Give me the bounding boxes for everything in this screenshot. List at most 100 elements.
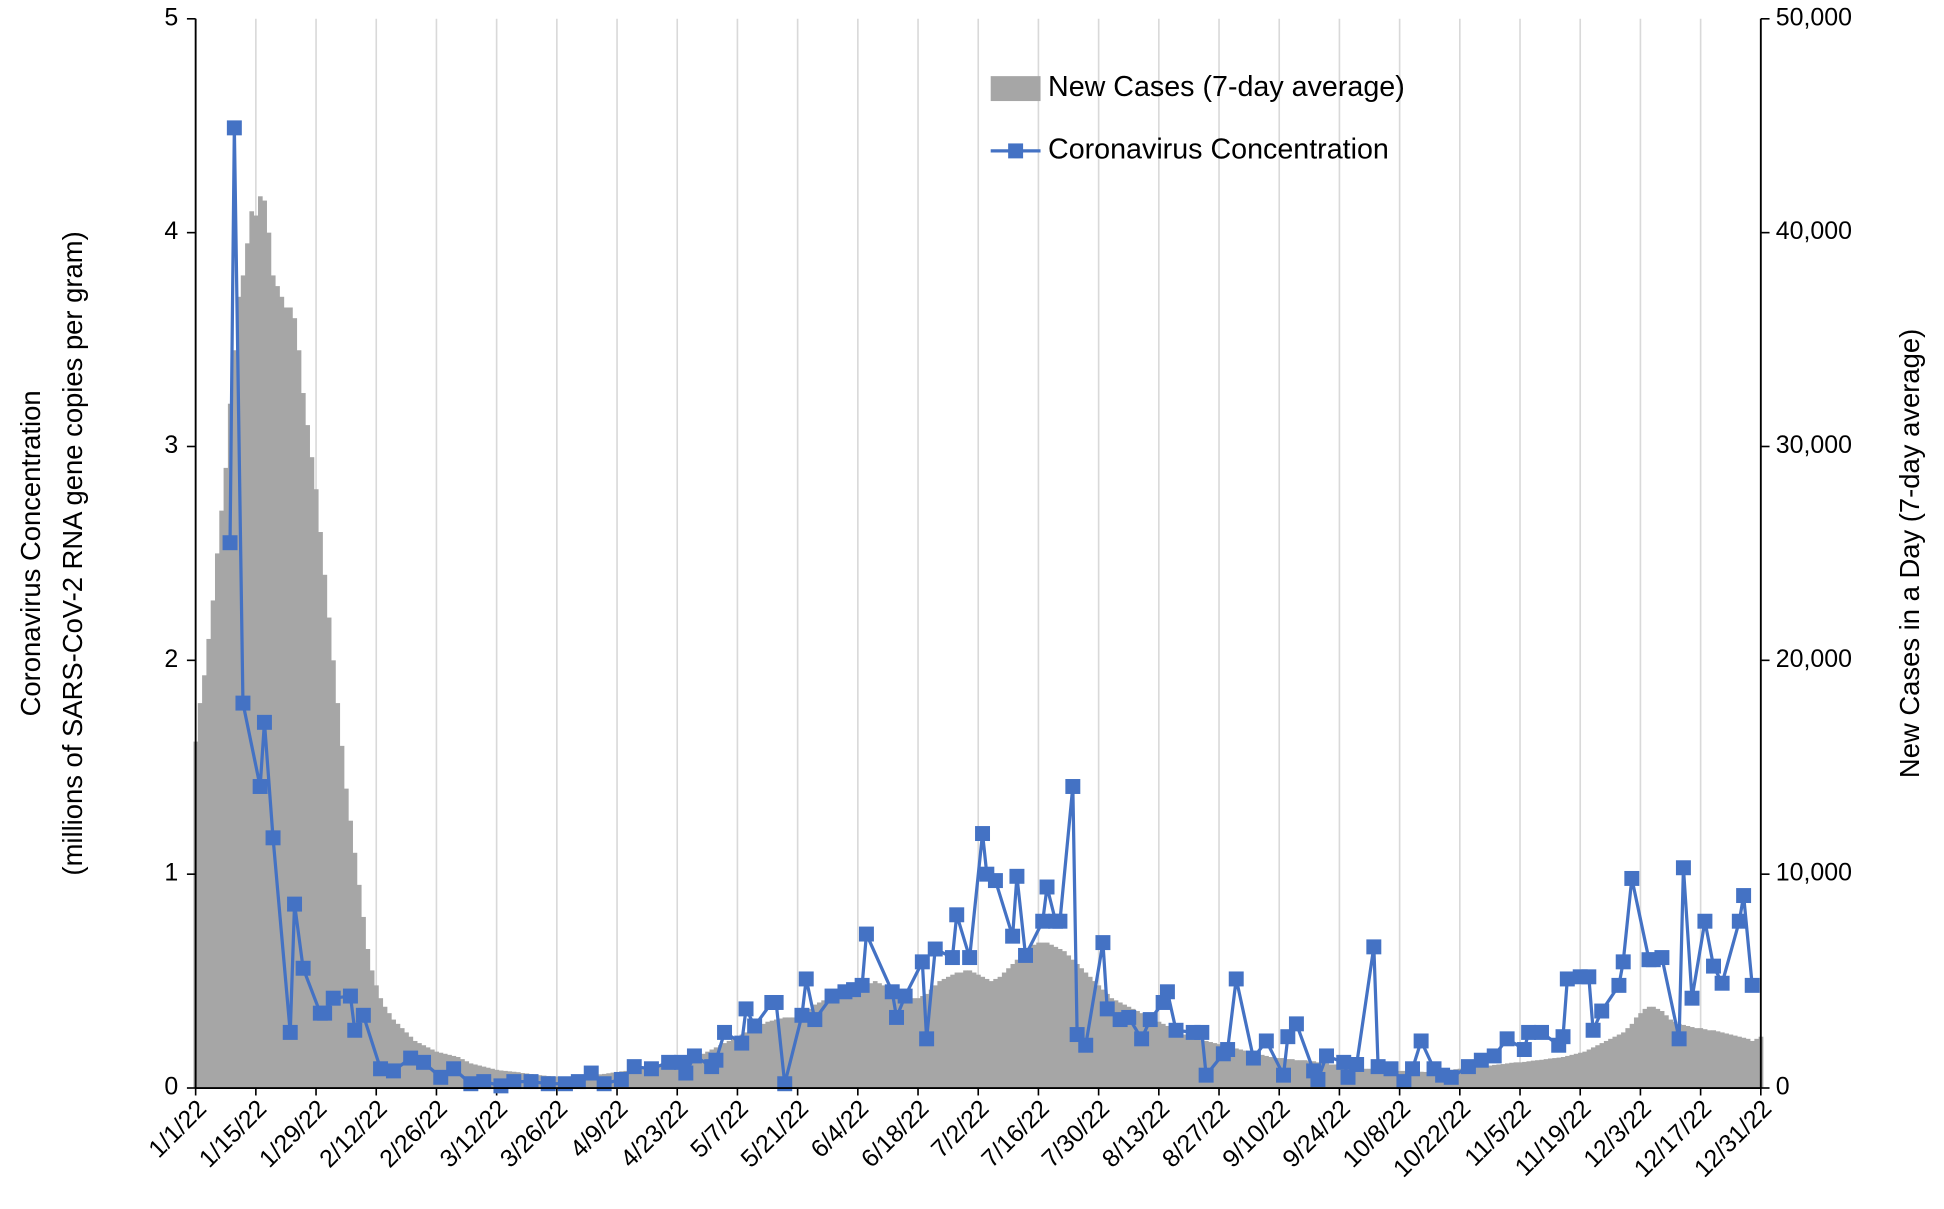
marker: [889, 1009, 905, 1025]
marker: [854, 977, 870, 993]
bar: [881, 985, 887, 1089]
marker: [777, 1076, 793, 1092]
bar: [894, 991, 900, 1089]
marker: [919, 1031, 935, 1047]
bar: [735, 1036, 740, 1089]
marker: [1615, 954, 1631, 970]
bar: [941, 978, 947, 1089]
bar: [769, 1020, 775, 1089]
marker: [1559, 971, 1575, 987]
bar: [1500, 1064, 1506, 1089]
bar: [666, 1063, 672, 1089]
bar: [1504, 1063, 1510, 1089]
bar: [391, 1019, 396, 1089]
marker: [596, 1076, 612, 1092]
bar: [1728, 1034, 1734, 1089]
bar: [1019, 955, 1024, 1089]
bar: [593, 1074, 599, 1089]
marker: [1555, 1029, 1571, 1045]
marker: [463, 1076, 479, 1092]
bar: [214, 553, 220, 1089]
bar: [1487, 1065, 1493, 1089]
marker: [1366, 939, 1382, 955]
bar: [1737, 1036, 1742, 1089]
bar: [1324, 1063, 1330, 1089]
line: [228, 127, 1754, 1088]
bar: [1616, 1034, 1622, 1089]
bar: [1496, 1064, 1502, 1089]
marker: [1706, 958, 1721, 974]
bar: [825, 998, 831, 1089]
bar: [1066, 955, 1072, 1089]
bar: [1113, 1000, 1119, 1089]
bar: [1612, 1036, 1618, 1089]
bar: [1552, 1058, 1557, 1089]
x-tick-label: 5/21/22: [735, 1095, 814, 1174]
marker: [317, 1005, 333, 1021]
bar: [1117, 1002, 1123, 1089]
bar: [756, 1025, 762, 1089]
bar: [1139, 1013, 1145, 1089]
legend-label: Coronavirus Concentration: [1048, 133, 1389, 165]
marker: [1142, 1012, 1158, 1028]
bar: [1431, 1071, 1437, 1089]
bar: [1148, 1017, 1153, 1089]
bar: [305, 425, 310, 1089]
marker: [1228, 971, 1244, 987]
y-tick-label: 3: [164, 431, 178, 459]
y-tick-label: 5: [164, 3, 178, 31]
bar: [219, 510, 224, 1089]
bar: [275, 286, 280, 1089]
legend-marker: [1008, 143, 1024, 159]
bar: [1659, 1011, 1665, 1089]
bar: [1010, 963, 1016, 1089]
bar: [1221, 1045, 1226, 1089]
bar: [945, 976, 951, 1089]
marker: [768, 994, 784, 1010]
bar: [722, 1043, 728, 1089]
bar: [1513, 1062, 1519, 1089]
bar: [988, 981, 994, 1089]
bar: [1655, 1008, 1661, 1089]
bar: [395, 1023, 401, 1089]
bar: [283, 307, 289, 1089]
bar: [980, 976, 986, 1089]
marker: [794, 1007, 810, 1023]
bar: [730, 1038, 736, 1089]
bar: [808, 1008, 814, 1089]
marker: [1159, 984, 1175, 1000]
bar: [868, 983, 874, 1089]
bar: [1547, 1058, 1553, 1089]
bar: [1152, 1019, 1158, 1089]
bar: [1732, 1035, 1738, 1089]
bar: [1044, 942, 1050, 1089]
bar: [1423, 1071, 1428, 1089]
marker: [355, 1007, 371, 1023]
bar: [1556, 1057, 1562, 1089]
marker: [1220, 1042, 1236, 1057]
bar: [653, 1066, 659, 1089]
marker: [252, 779, 268, 794]
bar: [1332, 1064, 1338, 1089]
y2-tick-label: 20,000: [1776, 645, 1852, 673]
bar: [1298, 1060, 1304, 1089]
marker: [282, 1024, 298, 1040]
marker: [747, 1018, 763, 1034]
bar: [309, 457, 315, 1089]
bar: [369, 970, 375, 1089]
bar: [937, 981, 943, 1089]
y-tick-label: 2: [164, 645, 178, 673]
bar: [864, 985, 869, 1089]
bar: [1049, 944, 1054, 1089]
bar: [386, 1013, 392, 1089]
bar: [1651, 1006, 1656, 1089]
marker: [1009, 868, 1025, 884]
bar: [1698, 1028, 1704, 1089]
bar: [1621, 1032, 1626, 1089]
bar: [1216, 1044, 1222, 1089]
marker: [708, 1052, 724, 1068]
bar: [632, 1069, 637, 1089]
bar: [1229, 1047, 1235, 1089]
y-tick-label: 4: [164, 217, 178, 245]
marker: [1744, 977, 1760, 993]
